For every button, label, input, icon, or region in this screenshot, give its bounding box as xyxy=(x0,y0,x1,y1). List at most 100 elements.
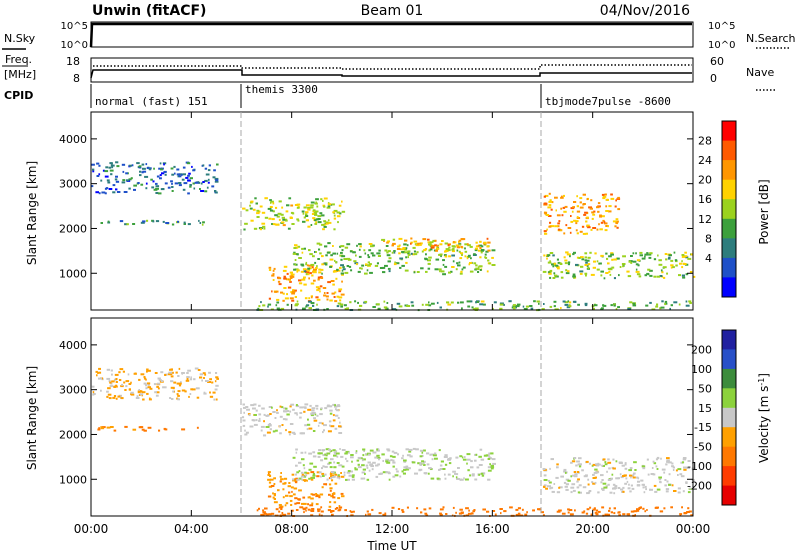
heat-cell xyxy=(613,258,617,261)
cpid-label: CPID xyxy=(4,89,33,102)
heat-cell xyxy=(379,472,382,475)
heat-cell xyxy=(165,222,170,224)
heat-cell xyxy=(301,478,304,481)
heat-cell xyxy=(393,451,398,454)
heat-cell xyxy=(638,275,642,278)
heat-cell xyxy=(552,277,556,279)
heat-cell xyxy=(303,276,306,279)
heat-cell xyxy=(563,256,566,259)
heat-cell xyxy=(156,391,160,394)
heat-cell xyxy=(564,205,568,208)
heat-cell xyxy=(390,459,393,462)
heat-cell xyxy=(525,305,529,308)
heat-cell xyxy=(301,278,306,281)
colorbar-tick-label: 28 xyxy=(698,135,712,148)
heat-cell xyxy=(185,176,189,179)
colorbar-swatch xyxy=(722,407,736,428)
heat-cell xyxy=(585,261,588,264)
heat-cell xyxy=(475,267,478,270)
heat-cell xyxy=(655,465,658,468)
heat-cell xyxy=(321,272,323,275)
heat-cell xyxy=(558,509,562,512)
heat-cell xyxy=(401,264,405,267)
heat-cell xyxy=(106,377,111,380)
heat-cell xyxy=(191,388,196,391)
heat-cell xyxy=(563,210,567,213)
heat-cell xyxy=(315,201,317,204)
heat-cell xyxy=(605,485,608,488)
heat-cell xyxy=(291,490,293,493)
heat-cell xyxy=(403,466,406,469)
heat-cell xyxy=(298,279,302,282)
heat-cell xyxy=(331,476,335,479)
heat-cell xyxy=(143,429,147,432)
heat-cell xyxy=(382,513,387,516)
heat-cell xyxy=(149,387,153,390)
heat-cell xyxy=(271,223,273,225)
heat-cell xyxy=(440,460,444,463)
y-tick-label: 3000 xyxy=(59,384,87,397)
heat-cell xyxy=(192,182,195,185)
heat-cell xyxy=(612,467,616,470)
heat-cell xyxy=(434,457,438,460)
heat-cell xyxy=(307,267,311,270)
heat-cell xyxy=(349,470,353,473)
heat-cell xyxy=(451,266,455,268)
heat-cell xyxy=(298,282,303,285)
heat-cell xyxy=(304,471,307,474)
heat-cell xyxy=(524,513,528,516)
heat-cell xyxy=(549,305,553,308)
heat-cell xyxy=(126,223,129,226)
heat-cell xyxy=(204,179,208,182)
freq-label-1: Freq. xyxy=(5,53,32,66)
heat-cell xyxy=(303,410,306,413)
heat-cell xyxy=(547,485,551,488)
heat-cell xyxy=(474,478,478,481)
y-tick-label: 4000 xyxy=(59,339,87,352)
heat-cell xyxy=(474,307,479,310)
heat-cell xyxy=(468,509,470,512)
heat-cell xyxy=(130,177,133,180)
heat-cell xyxy=(115,397,118,400)
heat-cell xyxy=(267,305,269,308)
heat-cell xyxy=(329,258,334,261)
heat-cell xyxy=(593,304,598,307)
heat-cell xyxy=(302,464,305,467)
heat-cell xyxy=(307,269,311,272)
heat-cell xyxy=(572,206,575,209)
heat-cell xyxy=(255,419,258,422)
heat-cell xyxy=(606,257,609,260)
heat-cell xyxy=(280,213,284,216)
colorbar-tick-label: -50 xyxy=(694,441,712,454)
heat-cell xyxy=(128,187,131,190)
heat-cell xyxy=(669,307,671,310)
heat-cell xyxy=(547,479,551,482)
heat-cell xyxy=(596,268,600,271)
heat-cell xyxy=(626,480,629,483)
heat-cell xyxy=(398,252,401,255)
heat-cell xyxy=(614,485,618,488)
heat-cell xyxy=(267,478,271,481)
heat-cell xyxy=(439,270,441,273)
heat-cell xyxy=(481,245,484,248)
colorbar-swatch xyxy=(722,466,736,486)
heat-cell xyxy=(546,228,548,231)
heat-cell xyxy=(118,379,122,381)
heat-cell xyxy=(447,244,450,247)
heat-cell xyxy=(439,243,443,246)
heat-cell xyxy=(305,213,308,216)
heat-cell xyxy=(629,467,633,470)
heat-cell xyxy=(277,280,281,283)
heat-cell xyxy=(270,485,275,487)
heat-cell xyxy=(600,274,603,277)
heat-cell xyxy=(317,452,320,455)
heat-cell xyxy=(378,512,382,515)
heat-cell xyxy=(92,168,95,171)
heat-cell xyxy=(407,253,411,256)
heat-cell xyxy=(284,504,287,507)
heat-cell xyxy=(327,281,331,284)
heat-cell xyxy=(573,471,577,473)
heat-cell xyxy=(297,245,301,248)
heat-cell xyxy=(329,409,333,412)
heat-cell xyxy=(307,503,309,506)
